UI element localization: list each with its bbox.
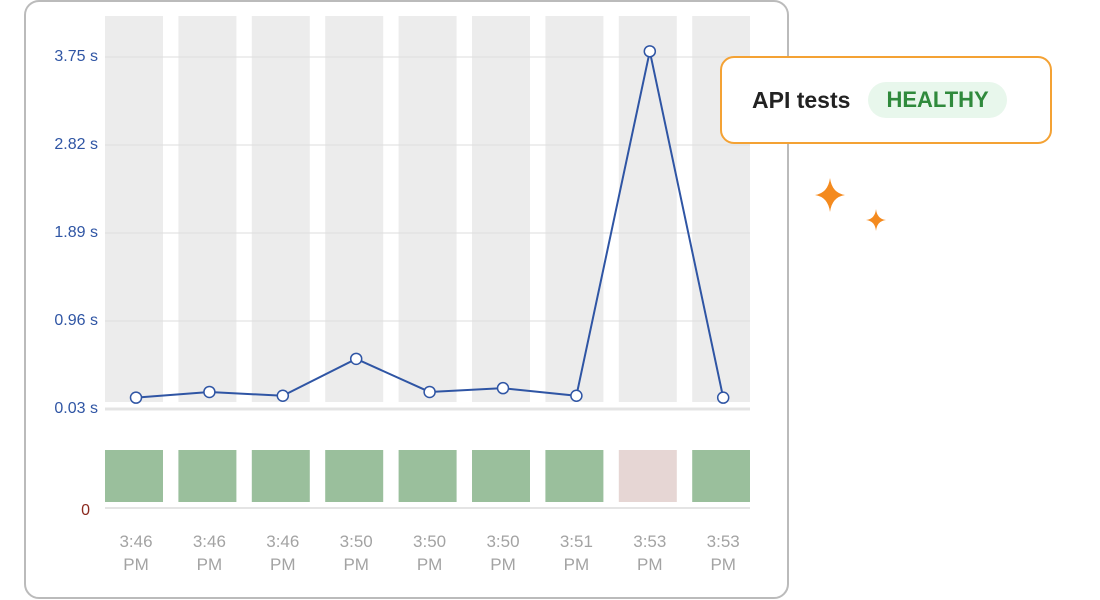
column-band — [105, 16, 163, 402]
data-point — [129, 391, 143, 404]
x-tick-label: 3:53 PM — [633, 532, 667, 574]
x-tick-label: 3:46 PM — [192, 532, 226, 574]
data-point — [643, 45, 657, 58]
x-tick-label: 3:50 PM — [413, 532, 447, 574]
y-tick-label: 2.82 s — [54, 136, 98, 153]
status-block — [545, 450, 604, 502]
sparkle — [866, 209, 886, 231]
column-band — [472, 16, 530, 402]
data-point — [276, 389, 290, 403]
x-tick-label: 3:51 PM — [559, 532, 593, 574]
x-tick-label: 3:53 PM — [706, 532, 740, 574]
status-block — [105, 450, 163, 502]
status-badge: HEALTHY — [868, 82, 1007, 118]
sparkle — [815, 178, 845, 212]
data-point — [570, 389, 583, 403]
x-tick-label: 3:46 PM — [266, 532, 300, 574]
status-label: 0 — [81, 502, 90, 519]
x-tick-label: 3:50 PM — [339, 532, 373, 574]
column-band — [398, 16, 457, 402]
status-card: API tests HEALTHY — [720, 56, 1052, 144]
y-tick-label: 0.96 s — [54, 312, 98, 329]
y-tick-label: 0.03 s — [54, 400, 98, 417]
x-tick-label: 3:50 PM — [486, 532, 520, 574]
data-point — [203, 385, 216, 399]
column-band — [618, 16, 677, 402]
status-block — [618, 450, 677, 502]
status-block — [692, 450, 750, 502]
column-band — [325, 16, 384, 402]
data-point — [496, 381, 510, 395]
status-block — [472, 450, 530, 502]
status-block — [325, 450, 384, 502]
column-band — [251, 16, 310, 402]
column-band — [545, 16, 604, 402]
status-block — [178, 450, 237, 502]
y-tick-label: 3.75 s — [54, 48, 98, 65]
y-tick-label: 1.89 s — [54, 224, 98, 241]
x-tick-label: 3:46 PM — [119, 532, 153, 574]
column-band — [178, 16, 237, 402]
data-point — [716, 391, 730, 404]
status-block — [398, 450, 457, 502]
status-block — [251, 450, 310, 502]
data-point — [349, 352, 363, 366]
data-point — [423, 385, 436, 399]
card-title: API tests — [752, 86, 851, 113]
